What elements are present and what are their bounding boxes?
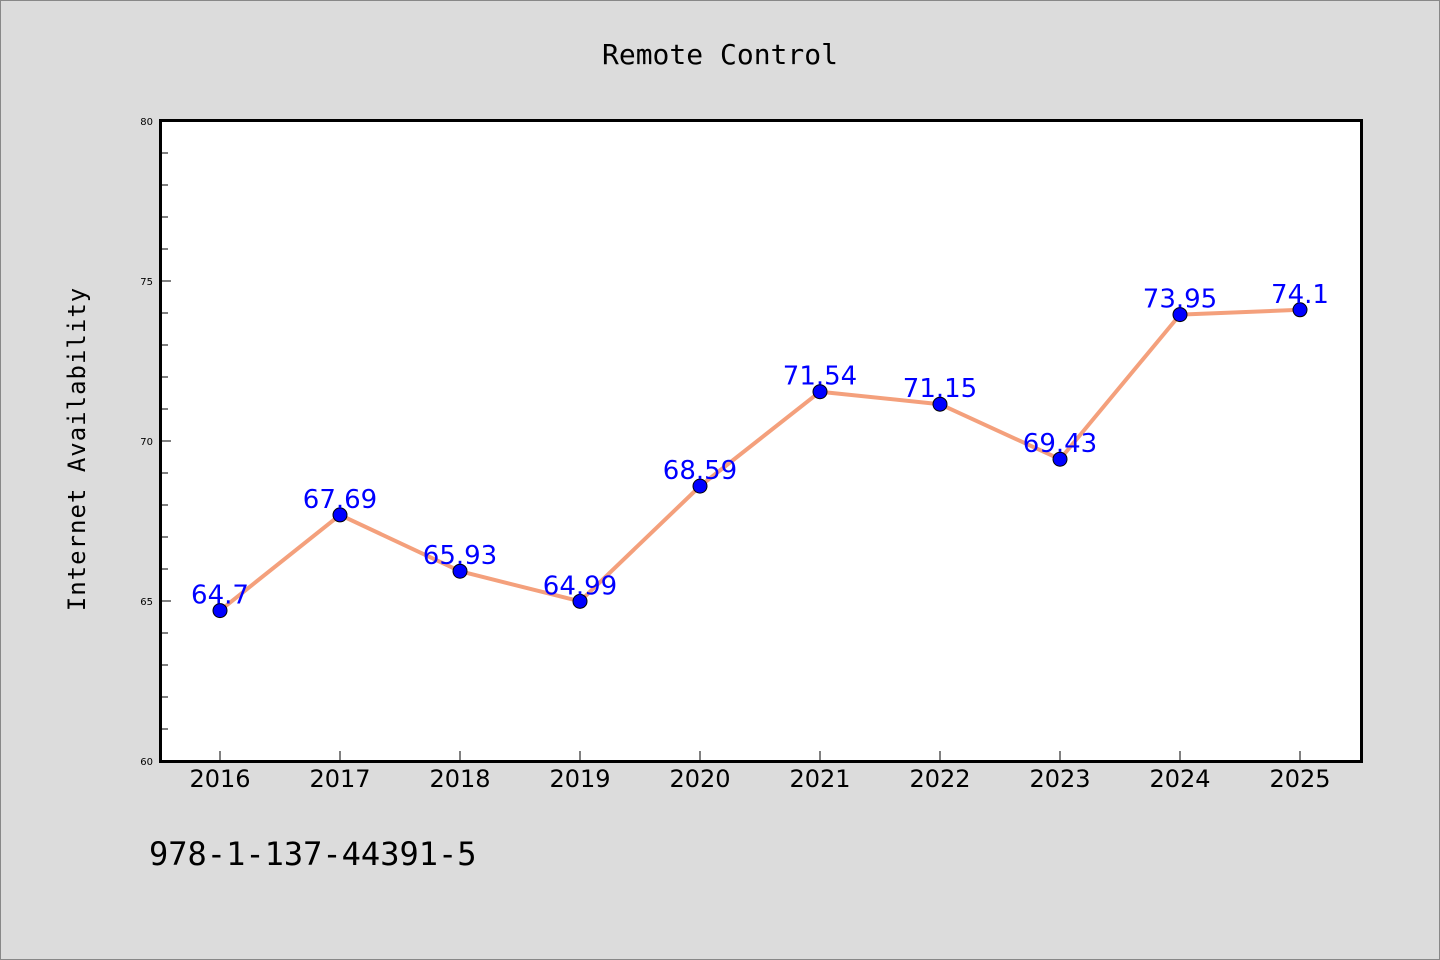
data-label: 71.15 — [903, 374, 977, 404]
y-tick-label: 70 — [140, 437, 153, 448]
data-point — [572, 593, 588, 609]
data-point — [452, 563, 468, 579]
x-axis-ticks: 2016 2017 2018 2019 2020 2021 2022 2023 2024 2025 — [189, 751, 1331, 793]
x-tick-label: 2018 — [429, 765, 490, 793]
y-axis-label: Internet Availability — [63, 287, 91, 611]
x-tick-label: 2017 — [309, 765, 370, 793]
footnote-isbn: 978-1-137-44391-5 — [149, 835, 477, 873]
data-label: 74.1 — [1271, 280, 1329, 310]
data-point — [1052, 451, 1068, 467]
data-label: 71.54 — [783, 362, 857, 392]
data-label: 65.93 — [423, 541, 497, 571]
data-label: 64.99 — [543, 571, 617, 601]
data-labels: 64.7 67.69 65.93 64.99 68.59 71.54 71.15 69.43 7… — [191, 280, 1329, 611]
series-polyline — [218, 307, 1301, 613]
data-label: 69.43 — [1023, 429, 1097, 459]
data-point — [692, 478, 708, 494]
data-label: 67.69 — [303, 485, 377, 515]
x-tick-label: 2025 — [1269, 765, 1330, 793]
y-tick-label: 65 — [140, 597, 153, 608]
x-tick-label: 2020 — [669, 765, 730, 793]
x-tick-label: 2019 — [549, 765, 610, 793]
data-point — [332, 507, 348, 523]
plot-area — [159, 119, 1363, 763]
x-tick-label: 2022 — [909, 765, 970, 793]
x-tick-label: 2021 — [789, 765, 850, 793]
y-axis-ticks: 60 65 70 75 80 — [140, 117, 171, 768]
data-point — [1172, 307, 1188, 323]
data-point — [212, 603, 228, 619]
data-point — [932, 396, 948, 412]
x-tick-label: 2024 — [1149, 765, 1210, 793]
data-point — [812, 384, 828, 400]
series-line — [218, 307, 1301, 613]
data-label: 73.95 — [1143, 285, 1217, 315]
y-tick-label: 80 — [140, 117, 153, 128]
y-tick-label: 60 — [140, 757, 153, 768]
series-markers — [212, 302, 1308, 619]
data-point — [1292, 302, 1308, 318]
data-label: 64.7 — [191, 581, 249, 611]
y-tick-label: 75 — [140, 277, 153, 288]
x-tick-label: 2016 — [189, 765, 250, 793]
data-label: 68.59 — [663, 456, 737, 486]
chart-title: Remote Control — [602, 38, 838, 71]
x-tick-label: 2023 — [1029, 765, 1090, 793]
